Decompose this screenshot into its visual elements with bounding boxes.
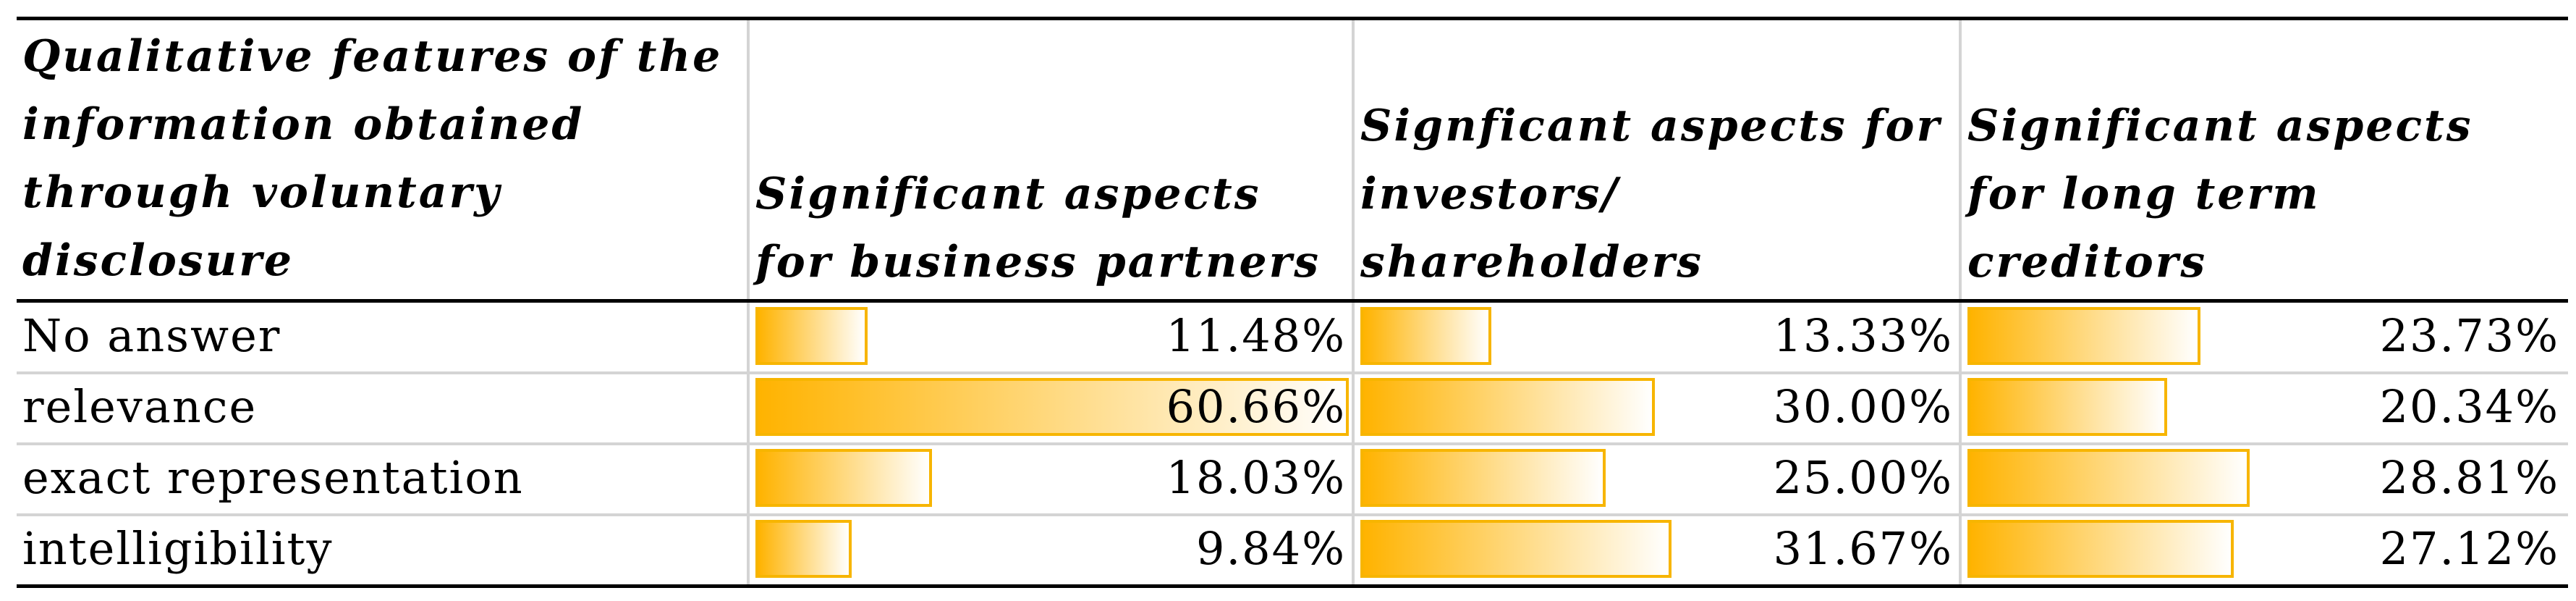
column-header: Qualitative features of the information … [22, 31, 723, 286]
bottom-rule [17, 584, 2568, 588]
cell-value: 23.73% [2379, 309, 2559, 362]
data-bar [1360, 378, 1656, 436]
cell-value: 27.12% [2379, 522, 2559, 575]
row-label: intelligibility [22, 522, 334, 575]
row-label: relevance [22, 380, 258, 433]
cell-value: 25.00% [1773, 451, 1953, 504]
cell-value: 31.67% [1773, 522, 1953, 575]
column-header: Significant aspects for business partner… [755, 169, 1321, 287]
header-rule [17, 299, 2568, 303]
data-bar [1967, 449, 2250, 507]
cell-value: 18.03% [1166, 451, 1346, 504]
data-bar [1360, 520, 1672, 578]
data-bar [755, 520, 852, 578]
cell-value: 20.34% [2379, 380, 2559, 433]
top-rule [17, 17, 2568, 20]
cell-value: 9.84% [1196, 522, 1346, 575]
cell-value: 60.66% [1166, 380, 1346, 433]
data-bar [755, 449, 932, 507]
row-divider [17, 513, 2568, 516]
column-header: Significant aspects for long term credit… [1967, 101, 2473, 287]
cell-value: 30.00% [1773, 380, 1953, 433]
row-divider [17, 371, 2568, 374]
data-bar [1967, 307, 2200, 365]
row-divider [17, 442, 2568, 445]
data-bar [755, 378, 1349, 436]
data-bar [1360, 307, 1491, 365]
row-label: No answer [22, 309, 281, 362]
cell-value: 13.33% [1773, 309, 1953, 362]
cell-value: 28.81% [2379, 451, 2559, 504]
data-bar [755, 307, 868, 365]
cell-value: 11.48% [1166, 309, 1346, 362]
row-label: exact representation [22, 451, 524, 504]
data-bar [1967, 378, 2167, 436]
column-header: Signficant aspects for investors/ shareh… [1360, 101, 1942, 287]
data-bar [1967, 520, 2234, 578]
data-bar [1360, 449, 1606, 507]
